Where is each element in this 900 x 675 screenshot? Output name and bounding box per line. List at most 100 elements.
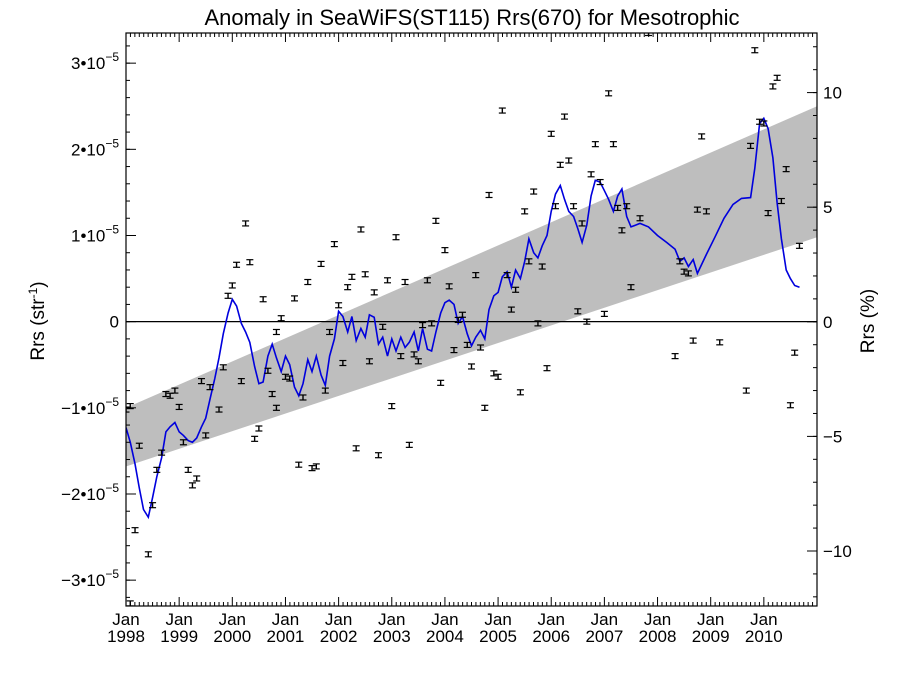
y-left-tick-label: 1•10−5 [71,222,119,245]
data-point [304,278,312,286]
data-point [525,258,533,265]
data-point [437,379,445,386]
x-tick-year: 2010 [745,627,783,646]
x-tick-month: Jan [538,610,565,629]
data-point [605,90,613,97]
data-point [521,208,529,215]
data-point [224,292,232,299]
data-point [272,328,280,336]
data-point [384,277,392,284]
x-tick-year: 1999 [160,627,198,646]
data-point [432,217,440,224]
data-point [756,118,764,125]
data-point [419,322,427,329]
x-tick-year: 2009 [692,627,730,646]
data-point [414,358,422,365]
y-right-tick-label: 5 [823,198,832,217]
x-tick-month: Jan [644,610,671,629]
data-point [308,465,316,472]
data-point [423,277,431,284]
x-tick-month: Jan [112,610,139,629]
x-tick-month: Jan [431,610,458,629]
data-point [299,394,307,401]
data-point [777,197,785,205]
data-point [583,318,591,325]
data-point [747,142,755,149]
trend-band [126,106,817,467]
x-tick-year: 2000 [213,627,251,646]
x-tick-year: 2006 [532,627,570,646]
x-tick-year: 1998 [107,627,145,646]
data-point [171,387,179,394]
data-point [135,442,143,449]
data-point [361,271,369,278]
data-point [335,302,343,309]
data-point [188,482,196,489]
data-point [551,203,559,210]
data-point [242,220,250,227]
data-point [272,404,280,411]
x-tick-month: Jan [484,610,511,629]
data-point [277,315,285,322]
x-tick-month: Jan [378,610,405,629]
data-point [769,83,777,90]
data-point [795,242,803,249]
y-right-tick-label: 10 [823,84,842,103]
x-tick-month: Jan [591,610,618,629]
running-mean-line [126,116,800,520]
data-point [268,390,276,398]
y-left-tick-label: −1•10−5 [61,395,119,418]
data-point [379,323,387,330]
data-point [512,286,520,293]
data-point [321,387,329,394]
data-point [344,284,352,291]
y-left-tick-label: −3•10−5 [61,567,119,590]
data-point [312,463,320,470]
data-point [326,328,334,336]
data-point [791,349,799,356]
data-point [773,74,781,81]
data-point [684,270,692,277]
data-point [578,220,586,227]
data-point [202,432,210,439]
data-point [365,358,373,365]
data-point [339,359,347,367]
y-left-tick-label: 0 [110,313,119,332]
data-point [215,406,223,413]
data-point [636,215,644,222]
data-point [472,272,480,279]
data-point [538,263,546,270]
x-tick-year: 2003 [373,627,411,646]
data-point [543,365,551,372]
data-point [671,353,679,360]
data-point [184,466,192,473]
data-point [485,191,493,199]
data-point [503,272,511,279]
data-point [197,378,205,385]
data-point [193,475,201,482]
data-point [693,206,701,213]
data-point [463,341,471,349]
data-point [587,171,595,178]
data-point [206,384,214,391]
data-point [751,47,759,54]
data-point [458,311,466,318]
data-point [614,204,622,212]
y-right-tick-label: −5 [823,427,842,446]
x-tick-year: 2005 [479,627,517,646]
x-tick-year: 2007 [585,627,623,646]
x-tick-month: Jan [272,610,299,629]
data-point [742,387,750,394]
data-point [264,367,272,374]
data-point [782,166,790,173]
data-point [591,141,599,148]
data-point [348,273,356,280]
data-point [255,425,263,432]
x-tick-month: Jan [219,610,246,629]
data-point [237,378,245,385]
data-point [680,268,688,275]
data-point [534,320,542,327]
x-tick-month: Jan [697,610,724,629]
data-point [374,452,382,459]
